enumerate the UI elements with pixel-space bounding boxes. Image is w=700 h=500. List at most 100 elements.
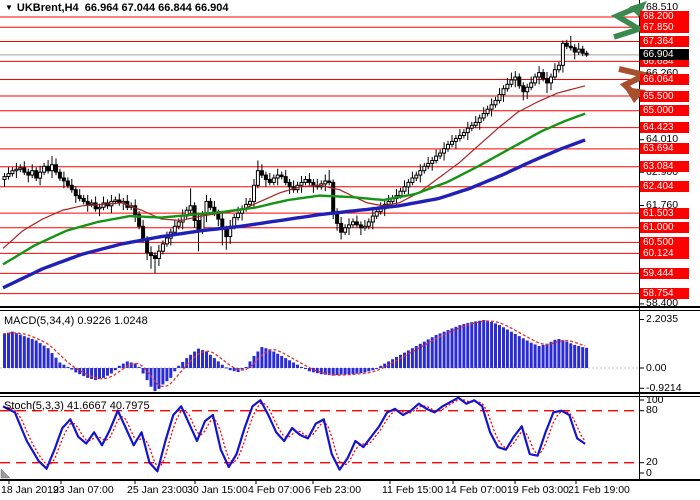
macd-bar xyxy=(454,326,458,369)
macd-bar xyxy=(498,325,501,368)
candle-body xyxy=(457,135,462,140)
macd-bar xyxy=(109,368,113,374)
macd-bar xyxy=(533,344,537,368)
macd-bar xyxy=(212,358,216,368)
candle-body xyxy=(568,45,573,49)
candle-body xyxy=(18,167,23,170)
panel-resize-handle[interactable] xyxy=(0,468,11,479)
candle-body xyxy=(576,48,581,53)
macd-bar xyxy=(66,366,70,368)
candle-body xyxy=(248,200,252,205)
candle-body xyxy=(156,250,161,259)
candle-body xyxy=(505,83,510,90)
macd-bar xyxy=(34,340,38,368)
candle-body xyxy=(402,186,407,192)
candle-body xyxy=(57,171,62,179)
panel-separator xyxy=(0,306,700,308)
macd-bar xyxy=(486,320,490,368)
macd-bar xyxy=(351,368,355,375)
candle-body xyxy=(362,225,367,229)
macd-bar xyxy=(284,358,288,368)
candle-body xyxy=(481,113,486,119)
candle-body xyxy=(287,181,292,188)
candle-body xyxy=(89,202,94,205)
candle-body xyxy=(477,117,482,123)
candle-body xyxy=(38,171,43,179)
macd-bar xyxy=(474,321,478,368)
candle-body xyxy=(307,179,312,183)
macd-bar xyxy=(327,368,331,376)
macd-bar xyxy=(141,368,145,374)
candle-body xyxy=(560,42,565,66)
candle-body xyxy=(196,220,201,232)
trend-down-arrow[interactable] xyxy=(618,66,654,103)
macd-bar xyxy=(78,368,82,375)
macd-bar xyxy=(86,368,90,378)
candle-body xyxy=(224,228,229,238)
candle-body xyxy=(509,79,514,85)
candle-body xyxy=(149,252,153,257)
macd-bar xyxy=(513,333,517,368)
macd-bar xyxy=(343,368,347,375)
candle-body xyxy=(552,69,557,78)
macd-bar xyxy=(569,343,573,369)
macd-bar xyxy=(557,339,561,368)
candle-body xyxy=(521,85,526,93)
macd-bar xyxy=(410,348,414,368)
macd-bar xyxy=(240,368,244,370)
candle-body xyxy=(283,176,288,184)
macd-bar xyxy=(323,368,327,375)
macd-bar xyxy=(494,323,497,368)
candle-body xyxy=(339,222,344,233)
macd-bar xyxy=(545,343,549,368)
candle-body xyxy=(271,177,276,183)
macd-bar xyxy=(177,365,181,368)
macd-bar xyxy=(58,362,62,368)
candle-body xyxy=(263,174,268,181)
candle-body xyxy=(2,176,7,181)
trend-down-arrow-head[interactable] xyxy=(624,87,646,103)
macd-bar xyxy=(125,361,129,368)
candle-body xyxy=(465,127,470,134)
macd-bar xyxy=(10,331,14,368)
macd-bar xyxy=(252,355,256,368)
candle-body xyxy=(541,72,546,79)
macd-bar xyxy=(315,368,319,374)
macd-bar xyxy=(74,368,78,373)
candle-body xyxy=(54,164,58,173)
candle-body xyxy=(101,202,106,208)
candle-body xyxy=(267,179,272,183)
candle-body xyxy=(442,148,447,154)
panel-separator xyxy=(0,310,700,311)
trend-up-arrow-shaft[interactable] xyxy=(610,5,646,40)
symbol-dropdown-icon[interactable]: ▼ xyxy=(5,3,13,12)
candle-body xyxy=(188,205,193,211)
candle-body xyxy=(434,155,439,162)
candle-body xyxy=(485,108,490,115)
candle-body xyxy=(232,217,237,227)
candle-body xyxy=(85,200,90,205)
candle-body xyxy=(545,78,549,84)
macd-bar xyxy=(422,341,426,368)
macd-bar xyxy=(98,368,101,379)
macd-bar xyxy=(553,339,557,368)
trend-up-arrow[interactable] xyxy=(610,1,647,40)
macd-bar xyxy=(62,364,66,368)
macd-bar xyxy=(197,348,200,368)
trend-up-arrow-head[interactable] xyxy=(629,1,647,17)
macd-bar xyxy=(106,368,109,376)
candle-body xyxy=(343,227,348,233)
panel-separator xyxy=(0,392,700,394)
candle-body xyxy=(236,212,241,219)
macd-bar xyxy=(304,368,307,370)
chart-title-symbol: UKBrent,H4 xyxy=(16,2,79,14)
candle-body xyxy=(469,124,474,129)
macd-bar xyxy=(430,337,434,368)
macd-bar xyxy=(561,340,565,368)
macd-bar xyxy=(505,329,509,368)
candle-body xyxy=(77,195,82,200)
macd-bar xyxy=(205,351,208,368)
candle-body xyxy=(446,143,450,150)
macd-bar xyxy=(201,350,204,368)
